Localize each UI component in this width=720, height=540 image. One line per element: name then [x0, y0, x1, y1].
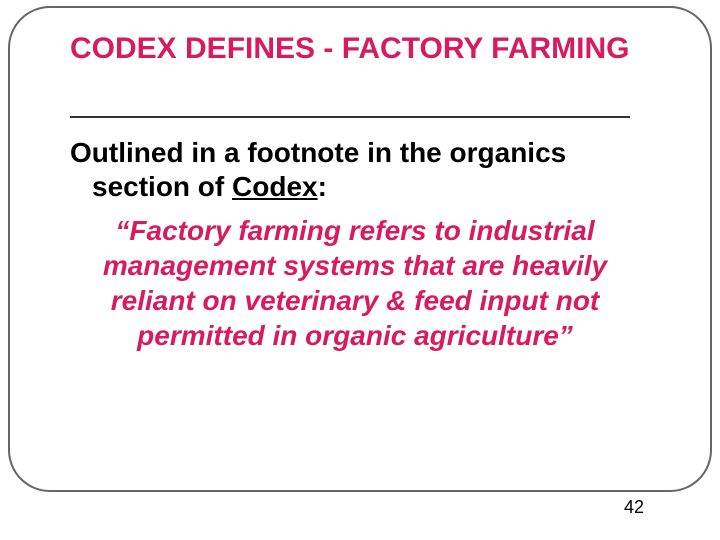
slide: CODEX DEFINES - FACTORY FARMING Outlined…	[0, 0, 720, 540]
slide-title: CODEX DEFINES - FACTORY FARMING	[70, 32, 630, 67]
page-number: 42	[624, 497, 644, 518]
intro-line1: Outlined in a footnote in the organics	[70, 137, 566, 168]
quote-text: “Factory farming refers to industrial ma…	[70, 213, 640, 353]
intro-line2-suffix: :	[318, 171, 327, 202]
title-divider	[70, 116, 630, 118]
slide-body: Outlined in a footnote in the organics s…	[70, 136, 640, 353]
intro-underlined: Codex	[232, 171, 318, 202]
intro-text: Outlined in a footnote in the organics s…	[70, 136, 640, 203]
intro-line2-prefix: section of	[92, 171, 232, 202]
intro-line2: section of Codex:	[70, 170, 640, 204]
